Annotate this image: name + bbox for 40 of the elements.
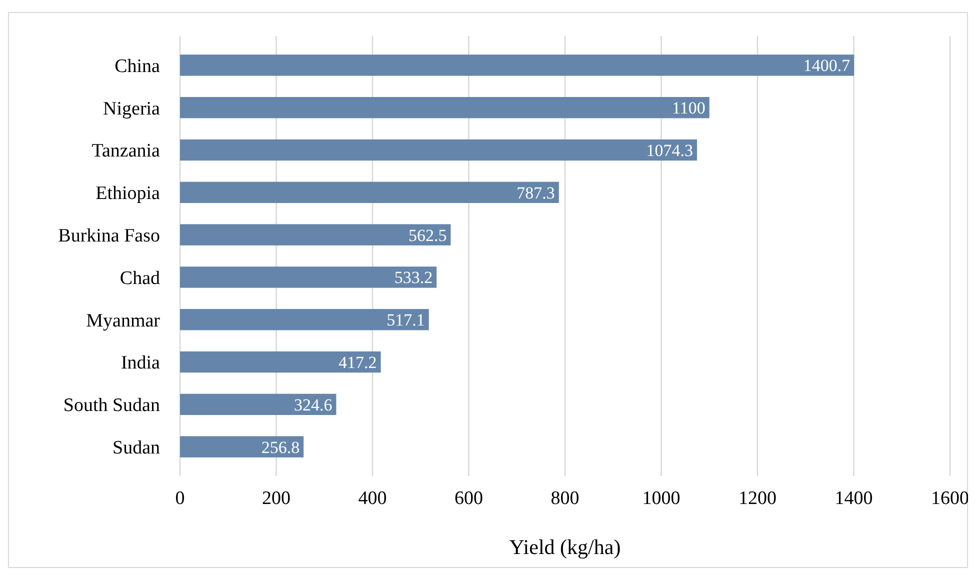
x-tick-label: 400 [358, 488, 387, 509]
bar [180, 54, 854, 76]
data-label: 1100 [672, 98, 706, 118]
data-label: 533.2 [394, 268, 433, 288]
x-tick-label: 1000 [642, 488, 680, 509]
x-tick-label: 1200 [738, 488, 776, 509]
bar [180, 309, 429, 330]
data-label: 787.3 [516, 183, 555, 202]
y-tick-label: Tanzania [92, 140, 161, 162]
bar [180, 436, 304, 458]
x-tick-label: 800 [550, 488, 580, 509]
y-tick-label: Burkina Faso [58, 225, 160, 246]
y-tick-label: Ethiopia [96, 183, 161, 204]
data-label: 256.8 [261, 438, 300, 457]
bar [180, 224, 451, 246]
y-tick-label: Nigeria [103, 98, 161, 120]
bar [180, 182, 559, 203]
y-tick-label: Sudan [112, 437, 160, 458]
data-label: 1074.3 [646, 140, 694, 160]
y-tick-label: Myanmar [86, 310, 161, 332]
bar [180, 97, 710, 118]
y-tick-label: Chad [120, 268, 160, 289]
data-label: 324.6 [294, 395, 332, 414]
data-label: 562.5 [408, 226, 447, 245]
bar [180, 351, 381, 373]
x-tick-label: 1400 [834, 488, 873, 509]
data-label: 417.2 [338, 352, 377, 372]
x-tick-label: 200 [262, 488, 290, 509]
bar [180, 139, 698, 161]
bar [180, 266, 437, 288]
x-tick-label: 1600 [931, 488, 969, 509]
data-label: 517.1 [386, 310, 425, 330]
x-axis-title: Yield (kg/ha) [509, 535, 621, 559]
y-tick-label: South Sudan [63, 395, 160, 416]
y-tick-label: China [114, 56, 161, 77]
x-tick-label: 0 [175, 488, 185, 509]
bar [180, 394, 336, 415]
data-label: 1400.7 [803, 56, 851, 76]
y-tick-label: India [120, 352, 161, 374]
x-tick-label: 600 [454, 488, 483, 509]
